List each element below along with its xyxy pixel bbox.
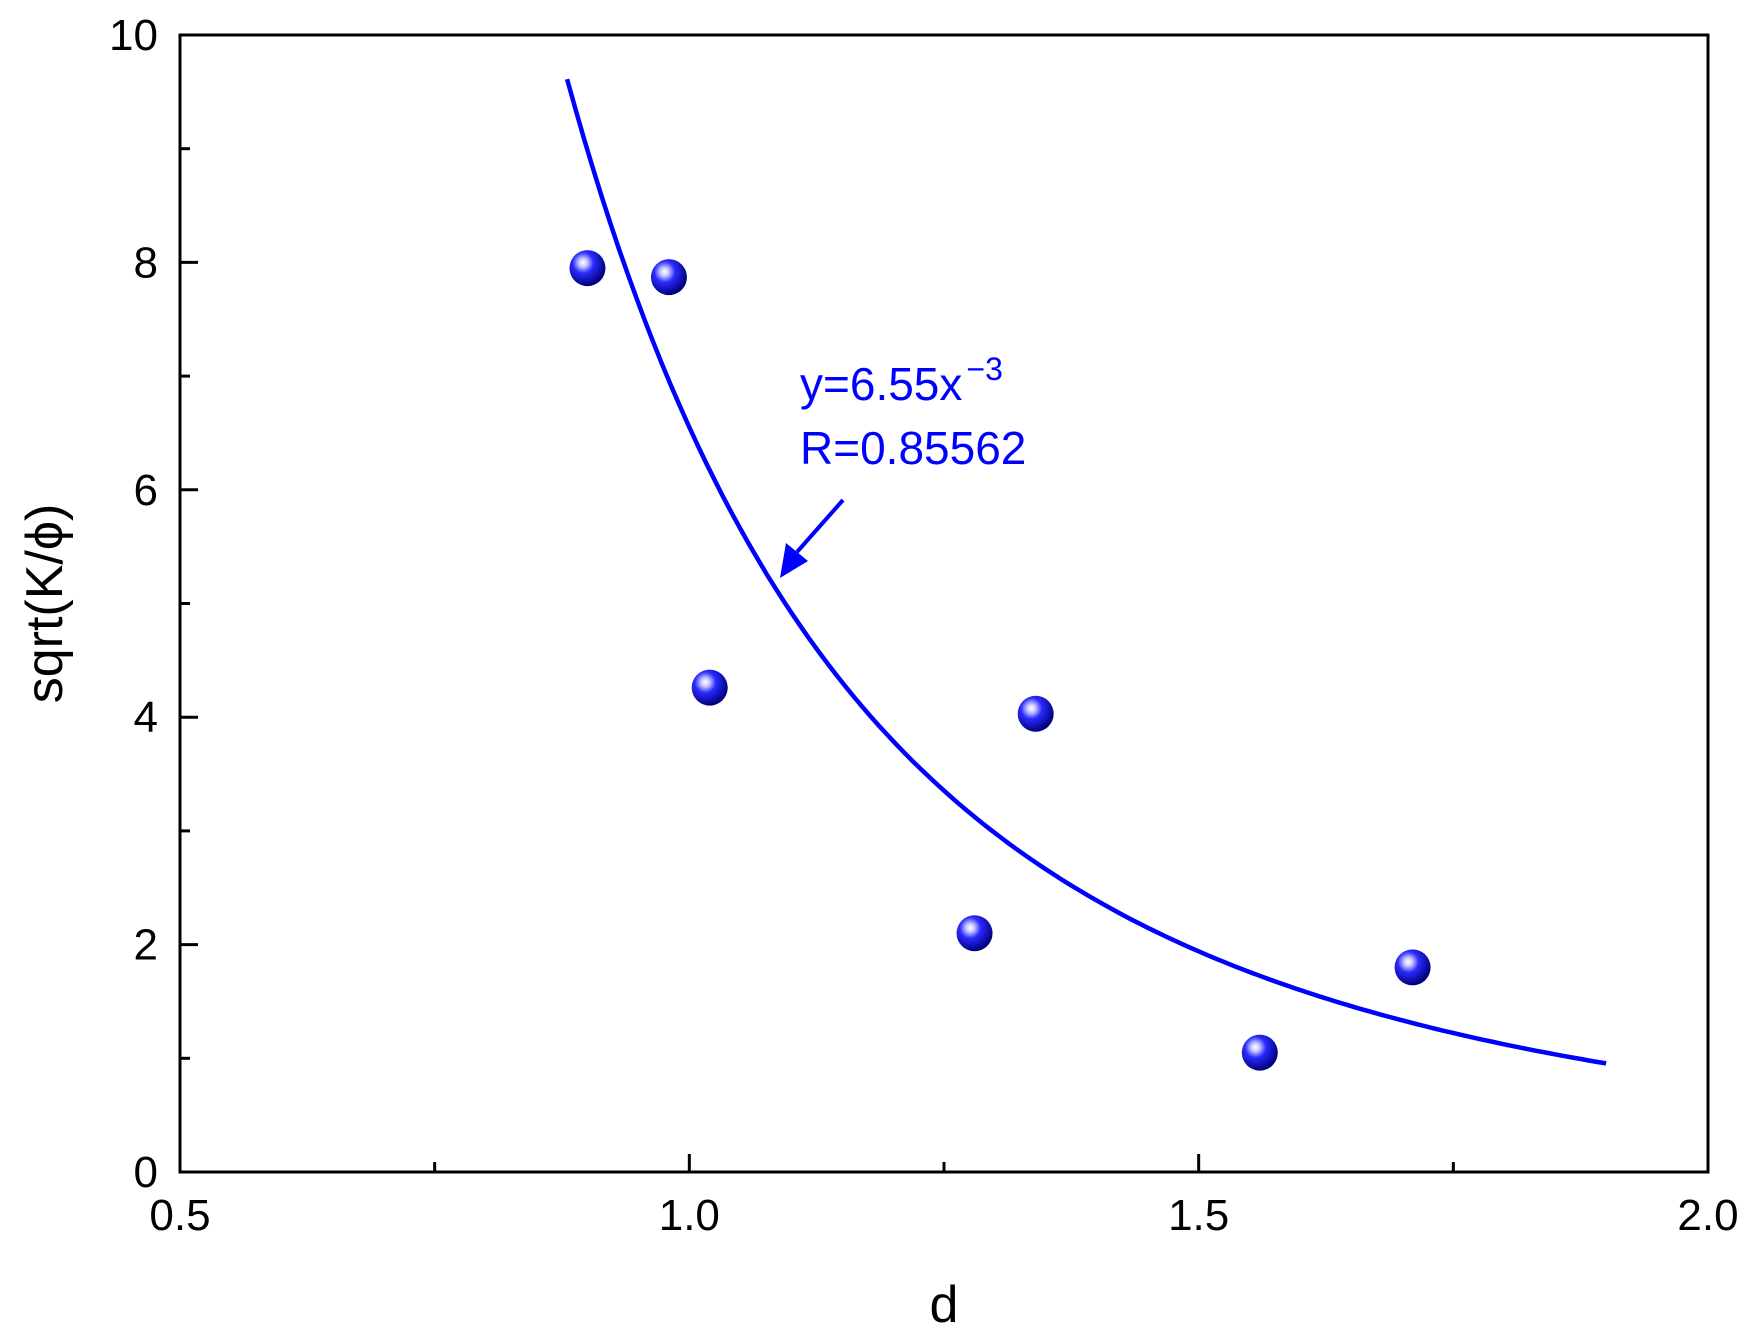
data-points-layer — [569, 250, 1431, 1071]
fit-curve — [564, 78, 1607, 1066]
data-point — [1241, 1034, 1278, 1071]
data-point-marker — [1017, 695, 1054, 732]
fit-equation: y=6.55x −3 — [800, 351, 1003, 410]
x-axis-title: d — [930, 1276, 959, 1334]
plot-frame — [178, 33, 1710, 1174]
axis-ticks-layer: 0.5 1.0 1.5 2.0 0 2 4 6 8 10 — [109, 11, 1739, 1240]
data-point-marker — [1241, 1034, 1278, 1071]
annotation-arrow-head — [780, 543, 808, 578]
annotation-arrow-line — [795, 498, 845, 554]
fit-annotation: y=6.55x −3 R=0.85562 — [780, 351, 1026, 578]
y-tick-label: 2 — [134, 921, 158, 970]
y-tick-label: 10 — [109, 11, 158, 60]
data-point-marker — [691, 669, 728, 706]
data-point — [956, 915, 993, 952]
y-tick-label: 6 — [134, 466, 158, 515]
x-tick-label: 0.5 — [149, 1191, 210, 1240]
data-point — [1017, 695, 1054, 732]
x-tick-label: 2.0 — [1677, 1191, 1738, 1240]
fit-curve-layer — [564, 78, 1607, 1066]
y-tick-label: 0 — [134, 1148, 158, 1197]
data-point-marker — [650, 259, 687, 296]
y-tick-label: 8 — [134, 238, 158, 287]
y-axis-title: sqrt(K/ϕ) — [16, 504, 74, 704]
data-point — [1394, 949, 1431, 986]
fit-equation-exponent: −3 — [966, 351, 1002, 387]
fit-equation-main: y=6.55x — [800, 358, 962, 410]
data-point-marker — [1394, 949, 1431, 986]
x-tick-label: 1.5 — [1168, 1191, 1229, 1240]
x-tick-label: 1.0 — [659, 1191, 720, 1240]
data-point-marker — [569, 250, 606, 287]
data-point — [691, 669, 728, 706]
data-point — [650, 259, 687, 296]
y-tick-label: 4 — [134, 693, 158, 742]
data-point — [569, 250, 606, 287]
fit-r-value: R=0.85562 — [800, 422, 1026, 474]
data-point-marker — [956, 915, 993, 952]
